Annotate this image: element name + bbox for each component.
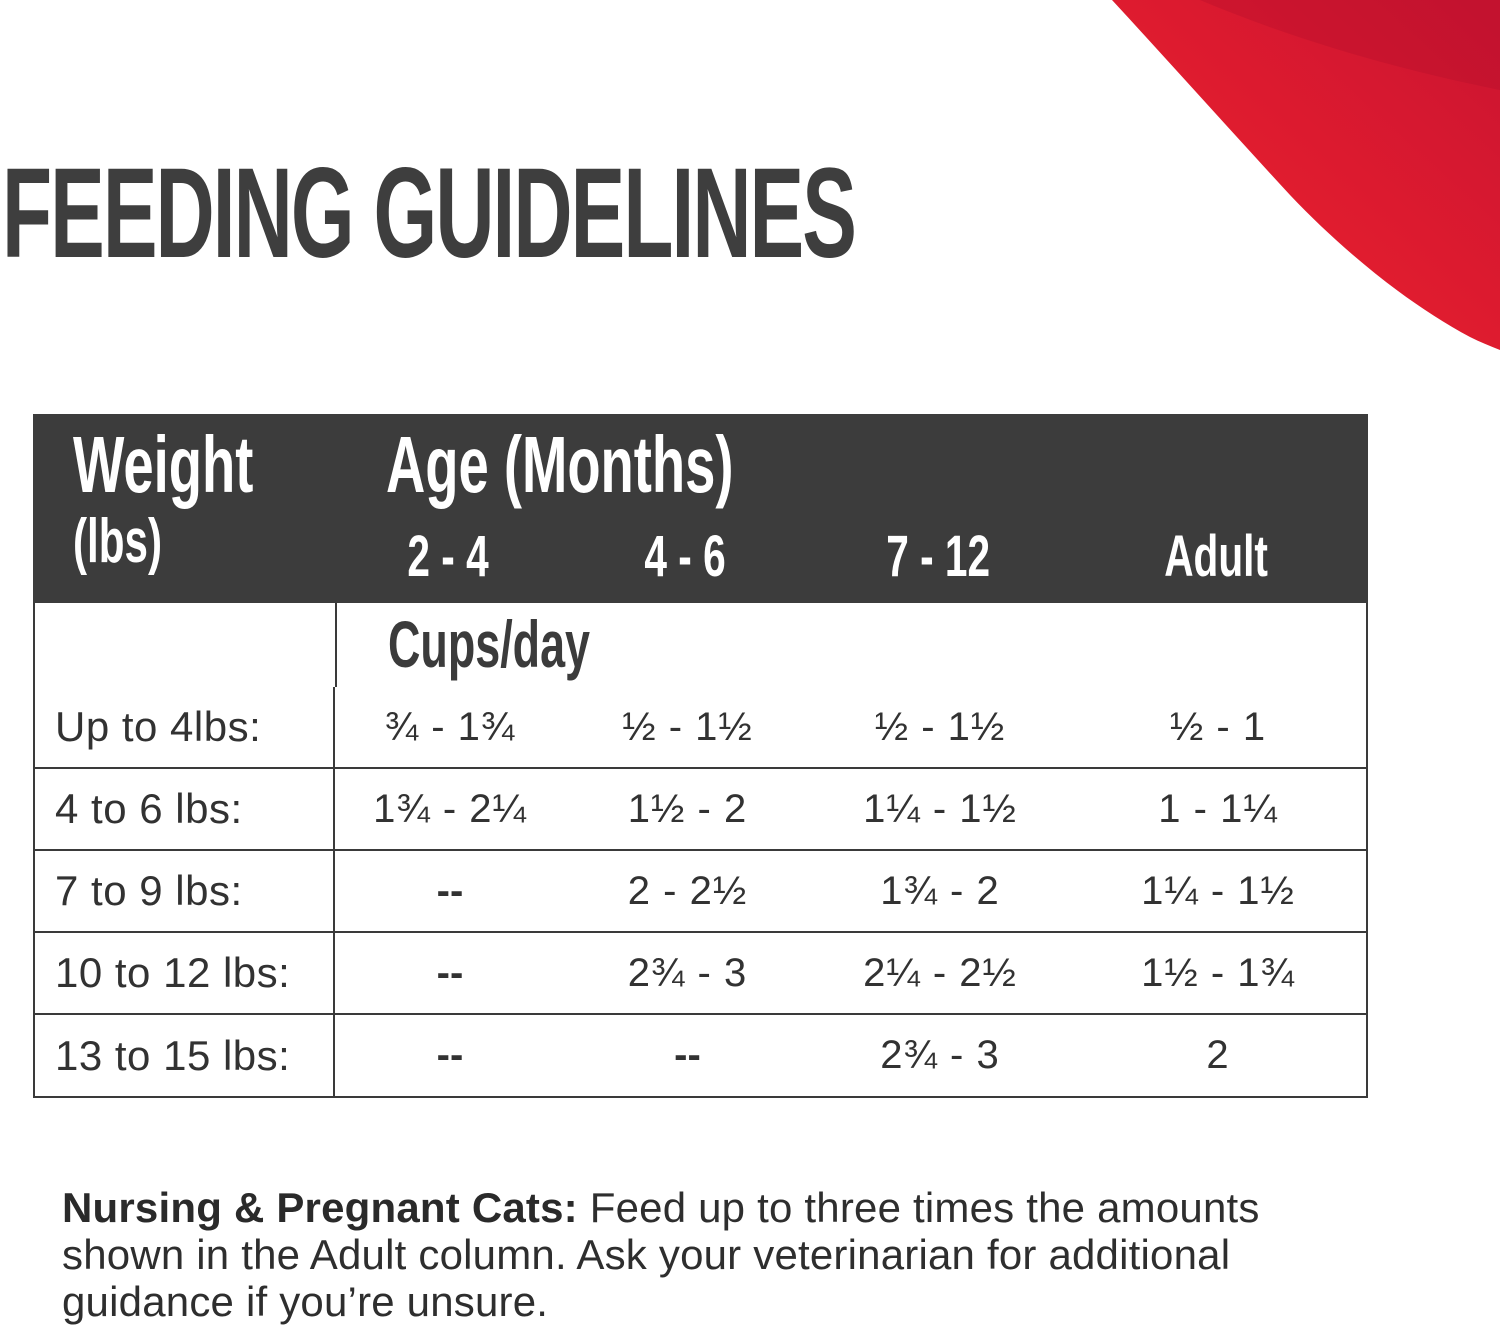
- weight-label-cell: 4 to 6 lbs:: [35, 769, 335, 849]
- feeding-value-cell: --: [436, 1033, 464, 1077]
- weight-label-cell: Up to 4lbs:: [35, 687, 335, 767]
- weight-column-header: Weight: [73, 425, 338, 505]
- red-swoosh-graphic: [1112, 0, 1500, 350]
- feeding-value-cell: 1½ - 2: [627, 786, 748, 831]
- feeding-value-cell: 1½ - 1¾: [1141, 950, 1295, 995]
- feeding-value-cell: ½ - 1: [1169, 704, 1267, 749]
- age-group-header: Age (Months): [386, 425, 897, 505]
- nursing-pregnant-footnote: Nursing & Pregnant Cats: Feed up to thre…: [62, 1184, 1462, 1325]
- feeding-value-cell: 2 - 2½: [627, 868, 748, 913]
- feeding-value-cell: 1 - 1¼: [1158, 786, 1278, 831]
- cups-per-day-label-wrap: Cups/day: [388, 611, 685, 677]
- footnote-line3: guidance if you’re unsure.: [62, 1278, 549, 1325]
- footnote-bold-lead: Nursing & Pregnant Cats:: [62, 1184, 578, 1231]
- feeding-value-cell: 2: [1206, 1033, 1230, 1077]
- table-row-7-to-9-lbs: 7 to 9 lbs: -- 2 - 2½ 1¾ - 2 1¼ - 1½: [35, 849, 1366, 931]
- footnote-line2: shown in the Adult column. Ask your vete…: [62, 1231, 1231, 1278]
- feeding-value-cell: 1¾ - 2: [880, 868, 1000, 913]
- feeding-value-cell: 2¼ - 2½: [863, 950, 1017, 995]
- feeding-value-cell: --: [436, 868, 464, 913]
- feeding-value-cell: --: [436, 950, 464, 995]
- feeding-value-cell: 1¾ - 2¼: [373, 786, 527, 831]
- feeding-value-cell: ½ - 1½: [622, 704, 753, 749]
- units-row: Cups/day: [35, 603, 1366, 687]
- table-row-13-to-15-lbs: 13 to 15 lbs: -- -- 2¾ - 3 2: [35, 1013, 1366, 1096]
- cups-per-day-label: Cups/day: [388, 607, 591, 681]
- table-header: Weight (lbs) Age (Months) 2 - 4 4 - 6 7 …: [33, 414, 1368, 603]
- weight-label-cell: 10 to 12 lbs:: [35, 933, 335, 1013]
- feeding-guidelines-table: Weight (lbs) Age (Months) 2 - 4 4 - 6 7 …: [33, 414, 1368, 1098]
- weight-header-label: Weight: [73, 420, 254, 509]
- feeding-value-cell: ¾ - 1¾: [384, 704, 516, 749]
- age-column-header-2-4: 2 - 4: [333, 528, 563, 586]
- feeding-value-cell: ½ - 1½: [874, 704, 1006, 749]
- feeding-value-cell: 2¾ - 3: [627, 950, 748, 995]
- page-title: FEEDING GUIDELINES: [2, 142, 857, 285]
- weight-label-cell: 13 to 15 lbs:: [35, 1015, 335, 1096]
- weight-label-cell: 7 to 9 lbs:: [35, 851, 335, 931]
- feeding-value-cell: 1¼ - 1½: [1141, 868, 1295, 913]
- age-column-header-4-6: 4 - 6: [563, 528, 808, 586]
- age-column-header-adult: Adult: [1068, 528, 1364, 586]
- swoosh-fold-shade: [1200, 0, 1500, 90]
- age-column-label: 2 - 4: [407, 524, 489, 589]
- age-column-label: 4 - 6: [644, 524, 727, 589]
- age-column-label: 7 - 12: [886, 524, 990, 589]
- feeding-value-cell: --: [674, 1033, 701, 1077]
- age-header-label: Age (Months): [386, 420, 734, 509]
- swoosh-main-shape: [1112, 0, 1500, 350]
- units-row-spacer-cell: [35, 603, 337, 687]
- footnote-line1-rest: Feed up to three times the amounts: [577, 1184, 1260, 1231]
- feeding-value-cell: 1¼ - 1½: [863, 786, 1017, 831]
- table-row-up-to-4lbs: Up to 4lbs: ¾ - 1¾ ½ - 1½ ½ - 1½ ½ - 1: [35, 687, 1366, 767]
- table-row-10-to-12-lbs: 10 to 12 lbs: -- 2¾ - 3 2¼ - 2½ 1½ - 1¾: [35, 931, 1366, 1013]
- table-row-4-to-6-lbs: 4 to 6 lbs: 1¾ - 2¼ 1½ - 2 1¼ - 1½ 1 - 1…: [35, 767, 1366, 849]
- feeding-value-cell: 2¾ - 3: [880, 1033, 1000, 1077]
- weight-unit-label-wrap: (lbs): [73, 511, 204, 573]
- table-body: Cups/day Up to 4lbs: ¾ - 1¾ ½ - 1½ ½ - 1…: [33, 603, 1368, 1098]
- age-column-label: Adult: [1164, 524, 1268, 589]
- age-column-header-7-12: 7 - 12: [808, 528, 1068, 586]
- weight-unit-label: (lbs): [73, 507, 162, 576]
